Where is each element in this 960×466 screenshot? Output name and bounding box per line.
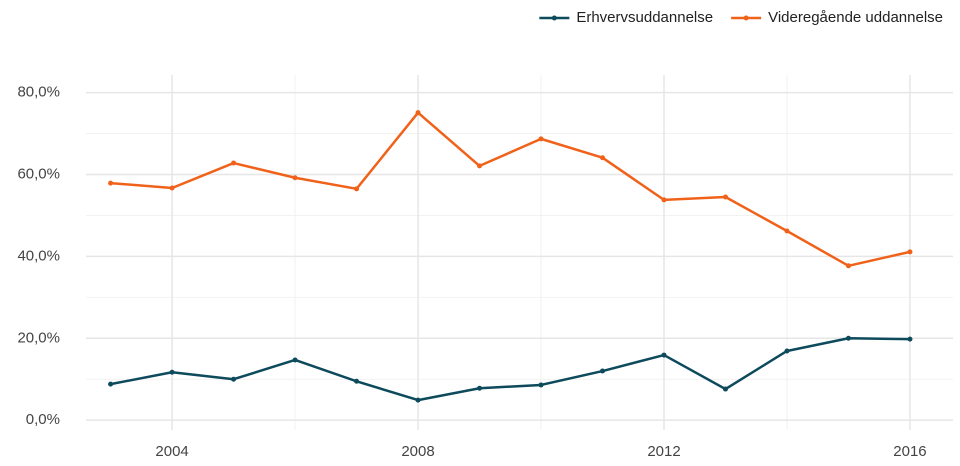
- x-tick-label: 2008: [401, 443, 434, 460]
- point: [661, 352, 667, 358]
- point: [600, 368, 606, 374]
- point: [907, 249, 913, 255]
- point: [354, 378, 360, 384]
- point: [661, 197, 667, 203]
- legend-swatch-point: [743, 15, 749, 21]
- legend: Erhvervsuddannelse Videregående uddannels…: [539, 9, 943, 26]
- point: [538, 382, 544, 388]
- point: [231, 160, 237, 166]
- point: [415, 397, 421, 403]
- point: [538, 136, 544, 142]
- point: [292, 357, 298, 363]
- point: [169, 369, 175, 375]
- y-tick-label: 40,0%: [17, 247, 60, 264]
- series-line: [110, 337, 910, 402]
- point: [845, 263, 851, 269]
- point: [477, 163, 483, 169]
- point: [292, 175, 298, 181]
- x-tick-label: 2004: [155, 443, 188, 460]
- legend-label: Erhvervsuddannelse: [576, 9, 713, 26]
- point: [108, 180, 114, 186]
- point: [108, 381, 114, 387]
- point: [354, 186, 360, 192]
- x-tick-label: 2012: [647, 443, 680, 460]
- point: [477, 385, 483, 391]
- series-line: [110, 111, 911, 268]
- legend-label: Videregående uddannelse: [768, 9, 943, 26]
- point: [722, 194, 728, 200]
- y-tick-label: 0,0%: [26, 411, 60, 428]
- y-tick-label: 20,0%: [17, 329, 60, 346]
- point: [722, 386, 728, 392]
- point: [600, 155, 606, 161]
- point: [784, 348, 790, 354]
- point: [415, 110, 421, 116]
- y-tick-label: 60,0%: [17, 165, 60, 182]
- x-tick-label: 2016: [893, 443, 926, 460]
- point: [231, 376, 237, 382]
- legend-swatch-point: [551, 15, 557, 21]
- point: [845, 335, 851, 341]
- y-tick-label: 80,0%: [17, 84, 60, 101]
- point: [169, 185, 175, 191]
- point: [784, 228, 790, 234]
- point: [907, 336, 913, 342]
